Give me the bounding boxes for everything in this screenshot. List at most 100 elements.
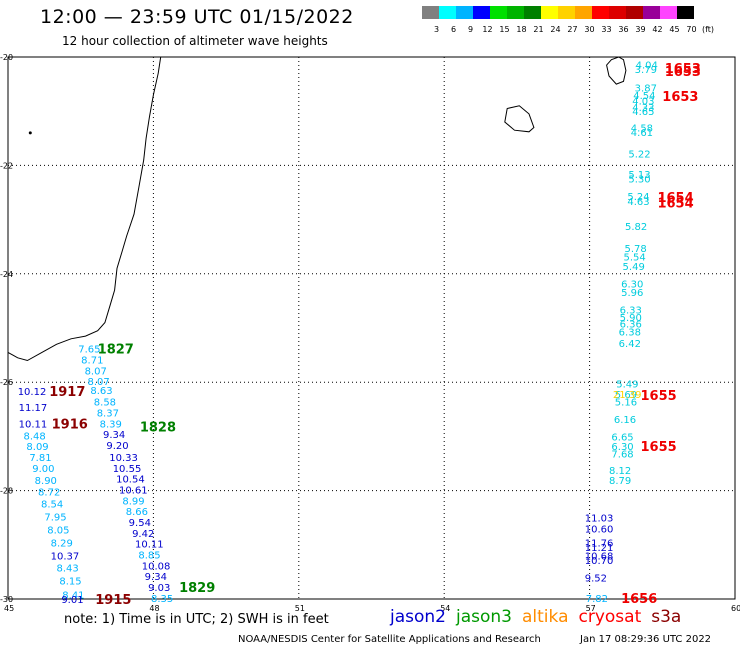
scale-label: 18 — [516, 25, 527, 34]
scale-label: 30 — [584, 25, 595, 34]
footer-note: note: 1) Time is in UTC; 2) SWH is in fe… — [64, 612, 329, 627]
wave-height-label: 4.63 — [627, 197, 649, 208]
scale-swatch — [558, 6, 575, 19]
islet — [28, 131, 32, 135]
wave-height-label: 9.34 — [145, 572, 167, 583]
scale-swatch — [439, 6, 456, 19]
wave-height-label: 8.39 — [100, 419, 122, 430]
pass-time-label: 1653 — [665, 65, 701, 80]
lon-tick-label: 54 — [440, 604, 450, 613]
scale-label: 39 — [635, 25, 646, 34]
wave-height-label: 8.05 — [47, 526, 69, 537]
pass-time-label: 1655 — [640, 389, 676, 404]
satellite-jason2: jason2 — [390, 607, 446, 627]
wave-height-label: 4.54 — [633, 91, 655, 102]
wave-height-label: 4.65 — [632, 107, 654, 118]
pass-time-label: 1827 — [98, 343, 134, 358]
map-frame — [7, 56, 736, 600]
lat-tick-label: -24 — [0, 270, 13, 279]
wave-height-label: 8.63 — [90, 386, 112, 397]
wave-height-label: 10.68 — [585, 552, 614, 563]
wave-height-label: 10.37 — [51, 552, 80, 563]
pass-time-label: 1828 — [140, 421, 176, 436]
lon-tick-label: 45 — [4, 604, 14, 613]
wave-height-label: 5.49 — [616, 379, 638, 390]
lat-tick-label: -28 — [0, 487, 13, 496]
wave-height-label: 5.54 — [624, 252, 646, 263]
scale-label: 36 — [618, 25, 629, 34]
lon-tick-label: 48 — [149, 604, 159, 613]
satellite-legend: jason2 jason3 altika cryosat s3a — [390, 607, 691, 627]
wave-height-label: 5.30 — [628, 174, 650, 185]
wave-height-label: 5.82 — [625, 222, 647, 233]
scale-label: 45 — [669, 25, 680, 34]
wave-height-label: 9.52 — [585, 573, 607, 584]
scale-swatch — [677, 6, 694, 19]
lon-tick-label: 51 — [295, 604, 305, 613]
wave-height-label: 11.17 — [19, 403, 48, 414]
scale-label: 42 — [652, 25, 663, 34]
satellite-altika: altika — [522, 607, 569, 627]
scale-label: 3 — [433, 25, 440, 34]
scale-label: 33 — [601, 25, 612, 34]
pass-time-label: 1915 — [95, 593, 131, 608]
wave-height-label: 9.00 — [32, 464, 54, 475]
wave-height-label: 8.99 — [122, 496, 144, 507]
scale-label: 70 — [686, 25, 697, 34]
scale-swatch — [422, 6, 439, 19]
wave-height-label: 4.58 — [631, 123, 653, 134]
pass-time-label: 1653 — [665, 62, 701, 77]
scale-swatch — [643, 6, 660, 19]
pass-time-label: 1653 — [662, 90, 698, 105]
satellite-jason3: jason3 — [456, 607, 512, 627]
wave-height-label: 6.30 — [611, 442, 633, 453]
wave-height-label: 7.68 — [611, 450, 633, 461]
wave-height-label: 6.33 — [620, 306, 642, 317]
wave-height-label: 4.04 — [636, 61, 658, 72]
mauritius-outline — [606, 56, 627, 85]
wave-height-label: 6.65 — [611, 432, 633, 443]
pass-time-label: 1656 — [621, 592, 657, 607]
wave-height-label: 5.22 — [628, 149, 650, 160]
wave-height-label: 5.13 — [628, 170, 650, 181]
scale-swatch — [456, 6, 473, 19]
lon-tick-label: 57 — [586, 604, 596, 613]
wave-height-label: 9.20 — [106, 441, 128, 452]
satellite-s3a: s3a — [651, 607, 682, 627]
wave-height-label: 10.55 — [113, 464, 142, 475]
wave-height-label: 5.96 — [621, 288, 643, 299]
lat-tick-label: -30 — [0, 595, 13, 604]
wave-height-label: 8.43 — [56, 564, 78, 575]
page-title: 12:00 — 23:59 UTC 01/15/2022 — [40, 6, 354, 28]
wave-height-label: 10.61 — [119, 486, 148, 497]
wave-height-label: 8.09 — [26, 442, 48, 453]
scale-label: 12 — [482, 25, 493, 34]
wave-height-label: 8.12 — [609, 466, 631, 477]
wave-height-label: 8.07 — [87, 377, 109, 388]
pass-time-label: 1655 — [640, 440, 676, 455]
scale-swatch — [490, 6, 507, 19]
wave-height-label: 8.90 — [35, 476, 57, 487]
credit-text: NOAA/NESDIS Center for Satellite Applica… — [238, 634, 541, 645]
lat-tick-label: -20 — [0, 53, 13, 62]
pass-time-label: 1654 — [657, 196, 693, 211]
wave-height-label: 3.79 — [635, 65, 657, 76]
wave-height-label: 5.90 — [620, 313, 642, 324]
wave-height-label: 8.54 — [41, 500, 63, 511]
scale-swatch — [575, 6, 592, 19]
wave-height-label: 9.54 — [129, 518, 151, 529]
wave-height-label: 7.82 — [586, 594, 608, 605]
pass-time-label: 1917 — [49, 385, 85, 400]
wave-height-label: 9.01 — [61, 595, 83, 606]
scale-swatch — [507, 6, 524, 19]
scale-unit: (ft) — [701, 25, 715, 34]
scale-swatch — [473, 6, 490, 19]
lat-tick-label: -26 — [0, 378, 13, 387]
wave-height-label: 8.37 — [97, 409, 119, 420]
wave-height-label: 8.71 — [81, 355, 103, 366]
wave-height-label: 11.76 — [585, 539, 614, 550]
wave-height-label: 8.85 — [138, 551, 160, 562]
page-subtitle: 12 hour collection of altimeter wave hei… — [62, 34, 328, 48]
satellite-cryosat: cryosat — [578, 607, 642, 627]
generated-timestamp: Jan 17 08:29:36 UTC 2022 — [580, 634, 712, 645]
